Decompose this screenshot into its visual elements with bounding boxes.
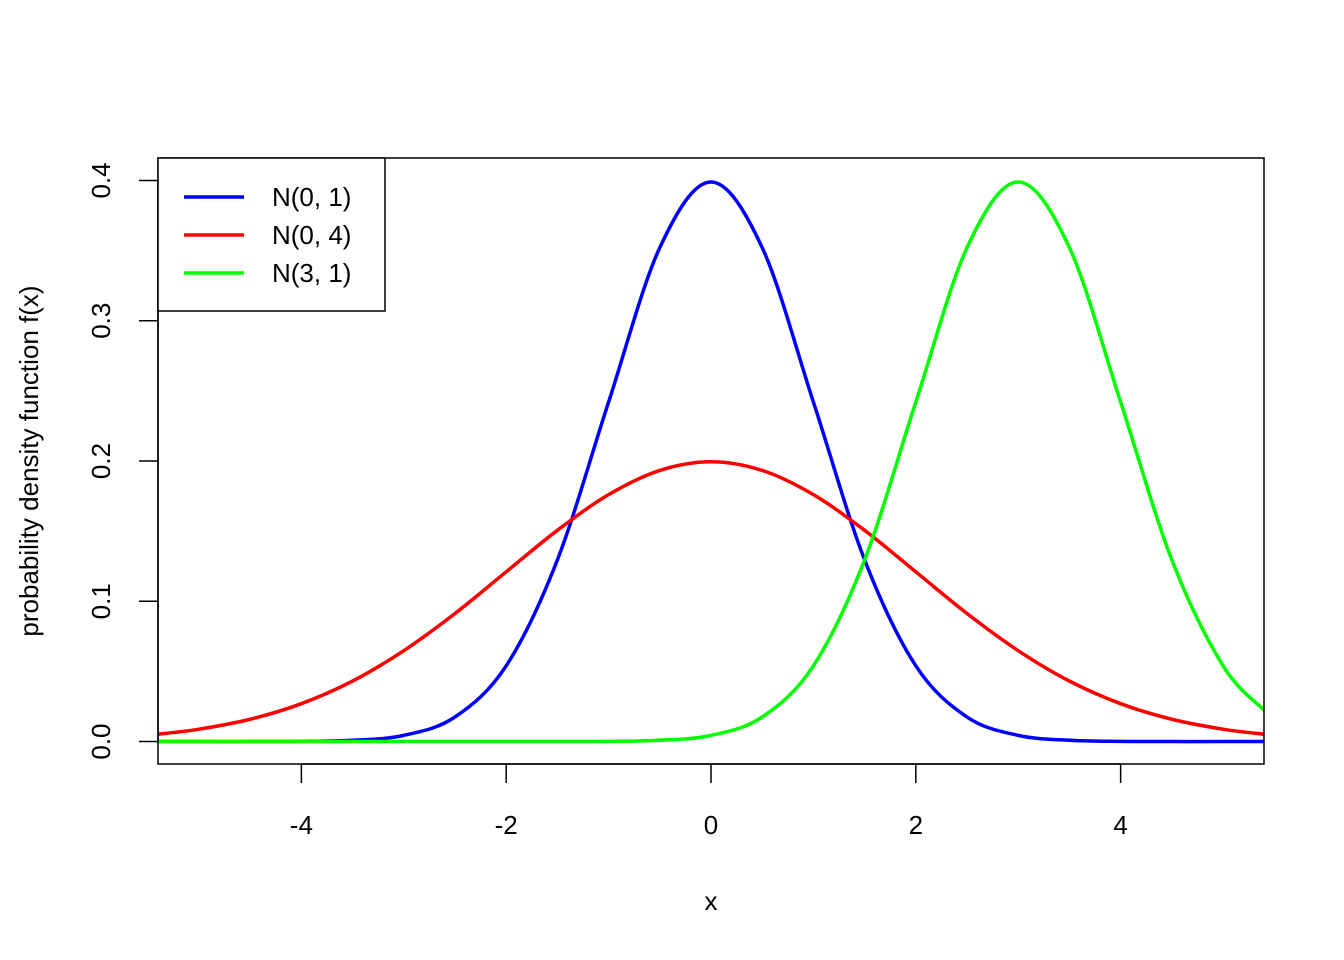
- y-axis-label: probability density function f(x): [14, 285, 44, 636]
- series-line-2: [158, 462, 1264, 735]
- x-tick-label: -4: [290, 810, 313, 840]
- y-tick-label: 0.2: [86, 443, 116, 479]
- y-tick-label: 0.3: [86, 303, 116, 339]
- legend-label-1: N(0, 1): [272, 182, 351, 212]
- y-tick-label: 0.1: [86, 583, 116, 619]
- x-tick-label: 2: [909, 810, 923, 840]
- legend-label-2: N(0, 4): [272, 220, 351, 250]
- x-tick-label: -2: [495, 810, 518, 840]
- x-tick-label: 4: [1113, 810, 1127, 840]
- x-tick-label: 0: [704, 810, 718, 840]
- legend-label-3: N(3, 1): [272, 258, 351, 288]
- y-axis: 0.0 0.1 0.2 0.3 0.4: [86, 162, 158, 759]
- x-axis: -4 -2 0 2 4: [290, 764, 1128, 840]
- legend: N(0, 1) N(0, 4) N(3, 1): [158, 158, 385, 311]
- x-axis-label: x: [705, 886, 718, 916]
- y-tick-label: 0.4: [86, 162, 116, 198]
- y-tick-label: 0.0: [86, 723, 116, 759]
